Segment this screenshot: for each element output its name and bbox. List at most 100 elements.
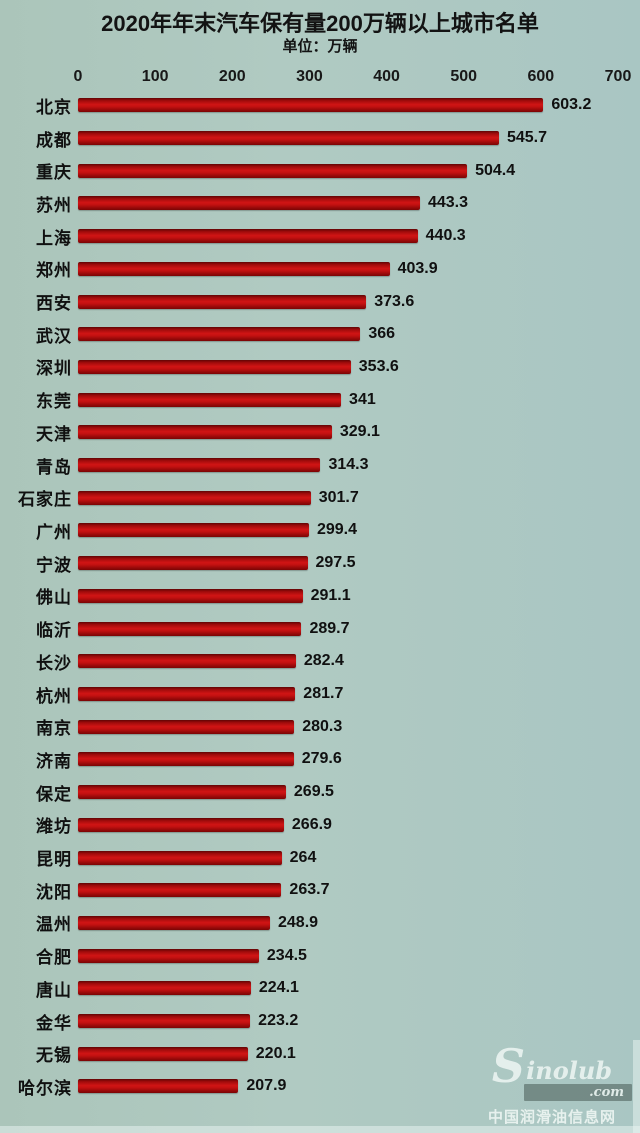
chart-row: 哈尔滨 207.9: [0, 1070, 640, 1103]
bar: [78, 687, 296, 701]
chart-row: 重庆 504.4: [0, 154, 640, 187]
axis-tick: 0: [73, 68, 83, 85]
city-label: 保定: [36, 784, 72, 804]
chart-row: 石家庄 301.7: [0, 481, 640, 514]
chart-row: 保定 269.5: [0, 776, 640, 809]
chart-row: 合肥 234.5: [0, 939, 640, 972]
city-label: 广州: [36, 522, 72, 542]
city-label: 哈尔滨: [18, 1078, 72, 1098]
bar: [78, 588, 303, 603]
watermark-logo: S inolub: [472, 1038, 632, 1093]
bar-track: 281.7: [78, 685, 618, 703]
bar-track: 234.5: [78, 947, 618, 965]
axis-tick: 300: [296, 68, 323, 85]
axis-tick: 500: [450, 68, 478, 85]
bar: [78, 523, 309, 538]
bar-track: 266.9: [78, 816, 618, 834]
value-label: 263.7: [289, 881, 330, 899]
chart-row: 昆明 264: [0, 841, 640, 874]
value-label: 280.3: [302, 717, 343, 735]
value-label: 301.7: [318, 488, 359, 506]
bar-track: 341: [78, 391, 618, 409]
bar-track: 248.9: [78, 914, 618, 932]
city-label: 苏州: [36, 195, 72, 215]
value-label: 366: [368, 325, 396, 343]
bar: [78, 785, 286, 800]
city-label: 无锡: [36, 1046, 72, 1066]
value-label: 223.2: [258, 1012, 299, 1030]
watermark-logo-text: inolub: [526, 1056, 613, 1085]
value-label: 329.1: [339, 423, 380, 441]
bar: [78, 131, 499, 146]
axis-tick: 200: [218, 68, 246, 85]
city-label: 唐山: [36, 980, 72, 1000]
axis-tick: 600: [527, 68, 555, 85]
city-label: 合肥: [36, 948, 72, 968]
chart-row: 沈阳 263.7: [0, 874, 640, 907]
bar: [78, 359, 351, 374]
bar-track: 373.6: [78, 293, 618, 311]
bar: [78, 752, 294, 767]
value-label: 341: [349, 390, 376, 408]
bar-track: 301.7: [78, 489, 618, 507]
city-label: 青岛: [36, 457, 72, 477]
city-label: 济南: [36, 751, 72, 771]
city-label: 武汉: [36, 326, 72, 346]
bar: [78, 1014, 251, 1029]
chart-row: 济南 279.6: [0, 743, 640, 776]
chart-row: 东莞 341: [0, 383, 640, 416]
watermark-domain: .com: [524, 1084, 632, 1101]
value-label: 504.4: [475, 161, 516, 179]
chart-row: 西安 373.6: [0, 285, 640, 318]
bar-track: 207.9: [78, 1077, 618, 1095]
city-label: 天津: [36, 424, 72, 444]
value-label: 373.6: [374, 292, 415, 310]
chart-row: 宁波 297.5: [0, 547, 640, 580]
chart-row: 杭州 281.7: [0, 678, 640, 711]
bar-track: 223.2: [78, 1012, 618, 1030]
value-label: 297.5: [315, 554, 356, 572]
city-label: 临沂: [36, 621, 72, 641]
chart-unit-label: 单位：万辆: [282, 38, 358, 55]
bar: [78, 163, 468, 178]
city-label: 潍坊: [36, 817, 72, 837]
chart-row: 成都 545.7: [0, 122, 640, 155]
value-label: 220.1: [255, 1044, 296, 1062]
bar: [78, 850, 282, 865]
value-label: 266.9: [291, 815, 332, 833]
chart-title: 2020年年末汽车保有量200万辆以上城市名单: [101, 11, 539, 36]
bar: [78, 327, 361, 342]
chart-row: 无锡 220.1: [0, 1037, 640, 1070]
chart-row: 郑州 403.9: [0, 253, 640, 286]
chart-row: 深圳 353.6: [0, 351, 640, 384]
chart-row: 佛山 291.1: [0, 580, 640, 613]
city-label: 佛山: [36, 588, 72, 608]
city-label: 深圳: [36, 359, 72, 379]
watermark-caption: 中国润滑油信息网: [487, 1109, 616, 1126]
bar-track: 263.7: [78, 881, 618, 899]
bar-track: 504.4: [78, 162, 618, 180]
value-label: 281.7: [303, 685, 344, 702]
city-label: 昆明: [36, 850, 72, 870]
bar: [78, 294, 367, 309]
bar-track: 403.9: [78, 260, 618, 278]
city-label: 杭州: [36, 686, 72, 706]
city-label: 郑州: [36, 261, 72, 281]
bar: [78, 458, 321, 473]
bottom-edge-strip: [0, 1126, 640, 1133]
bar-track: 297.5: [78, 554, 618, 572]
city-label: 温州: [36, 915, 72, 935]
value-label: 279.6: [301, 750, 342, 768]
city-label: 成都: [36, 130, 72, 150]
watermark-logo-s: S: [491, 1038, 526, 1093]
bar-track: 282.4: [78, 652, 618, 670]
city-label: 重庆: [36, 163, 72, 183]
bar-track: 329.1: [78, 423, 618, 441]
value-label: 299.4: [316, 521, 357, 539]
value-label: 314.3: [328, 456, 369, 474]
x-axis: 0 100 200 300 400 500 600 700: [74, 56, 632, 89]
chart-row: 长沙 282.4: [0, 645, 640, 678]
bar-track: 545.7: [78, 129, 618, 147]
value-label: 403.9: [397, 259, 438, 277]
